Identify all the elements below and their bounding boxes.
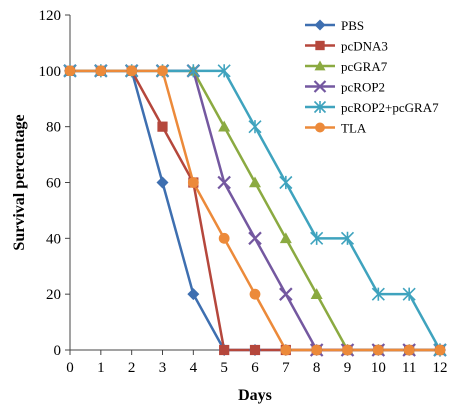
legend-label-pcgra7: pcGRA7 bbox=[341, 59, 388, 74]
legend: PBS pcDNA3 pcGRA7 pcROP2 pcROP2+pcGRA7 TLA bbox=[305, 18, 439, 136]
y-tick-label: 0 bbox=[54, 343, 62, 359]
data-point-tla bbox=[434, 344, 446, 356]
x-tick-label: 4 bbox=[190, 360, 198, 376]
data-point-pcrop2 bbox=[279, 287, 293, 301]
data-point-pcdna3 bbox=[249, 344, 261, 356]
data-point-pcrop2-pcgra7 bbox=[340, 231, 355, 245]
data-point-pcrop2-pcgra7 bbox=[402, 287, 416, 301]
data-point-pcrop2-pcgra7 bbox=[217, 64, 231, 78]
legend-marker-pcrop2-pcgra7 bbox=[313, 100, 327, 114]
data-point-tla bbox=[187, 177, 199, 188]
x-tick-label: 3 bbox=[159, 360, 167, 376]
data-point-tla bbox=[64, 65, 76, 77]
legend-label-pcrop2: pcROP2 bbox=[341, 80, 385, 95]
data-point-pcgra7 bbox=[279, 232, 292, 244]
data-point-tla bbox=[249, 288, 261, 300]
data-point-pcgra7 bbox=[310, 288, 323, 299]
legend-marker-pbs bbox=[314, 19, 326, 31]
data-point-pbs bbox=[187, 288, 200, 301]
x-tick-label: 10 bbox=[371, 360, 386, 376]
data-point-tla bbox=[218, 232, 230, 244]
data-point-pcrop2-pcgra7 bbox=[186, 64, 200, 78]
y-tick-label: 80 bbox=[46, 120, 61, 136]
x-tick-label: 6 bbox=[251, 360, 259, 376]
x-tick-label: 2 bbox=[128, 360, 136, 376]
data-point-tla bbox=[342, 344, 353, 356]
data-point-pcdna3 bbox=[219, 344, 230, 356]
legend-marker-pcdna3 bbox=[315, 40, 325, 51]
data-point-pbs bbox=[156, 176, 169, 189]
legend-marker-pcgra7 bbox=[314, 60, 326, 71]
y-tick-label: 40 bbox=[46, 231, 61, 247]
x-tick-label: 8 bbox=[313, 360, 321, 376]
legend-marker-tla bbox=[315, 122, 325, 133]
data-point-pcrop2-pcgra7 bbox=[279, 175, 293, 190]
y-tick-label: 20 bbox=[46, 287, 61, 303]
data-point-pcgra7 bbox=[218, 120, 231, 132]
data-point-tla bbox=[157, 65, 168, 77]
legend-label-pcdna3: pcDNA3 bbox=[341, 39, 388, 54]
x-tick-label: 9 bbox=[344, 360, 352, 376]
legend-label-tla: TLA bbox=[341, 121, 367, 136]
data-point-tla bbox=[372, 344, 384, 356]
x-tick-labels: 0 1 2 3 4 5 6 7 8 9 10 11 12 bbox=[66, 360, 447, 376]
x-tick-label: 11 bbox=[402, 360, 416, 376]
data-point-tla bbox=[126, 65, 138, 77]
y-tick-label: 100 bbox=[39, 64, 62, 80]
data-point-tla bbox=[403, 344, 415, 356]
legend-label-pcrop2-pcgra7: pcROP2+pcGRA7 bbox=[341, 100, 439, 115]
data-point-pcrop2-pcgra7 bbox=[248, 120, 262, 134]
x-tick-label: 0 bbox=[66, 360, 74, 376]
x-tick-label: 5 bbox=[220, 360, 228, 376]
data-point-pcrop2 bbox=[217, 175, 231, 190]
data-point-tla bbox=[95, 65, 107, 77]
data-point-pcrop2-pcgra7 bbox=[371, 287, 385, 301]
data-point-tla bbox=[280, 344, 292, 356]
series-markers bbox=[63, 64, 447, 357]
x-tick-label: 12 bbox=[433, 360, 448, 376]
data-point-tla bbox=[311, 344, 323, 356]
x-axis-title: Days bbox=[238, 387, 272, 404]
y-tick-label: 60 bbox=[46, 176, 61, 192]
legend-label-pbs: PBS bbox=[341, 18, 364, 33]
data-point-pcrop2-pcgra7 bbox=[310, 231, 324, 245]
legend-marker-pcrop2 bbox=[313, 80, 327, 93]
data-point-pcgra7 bbox=[249, 176, 261, 188]
data-point-pcrop2 bbox=[248, 231, 262, 246]
y-tick-label: 120 bbox=[39, 8, 62, 24]
x-tick-label: 7 bbox=[282, 360, 290, 376]
data-point-pcdna3 bbox=[157, 121, 168, 132]
y-tick-labels: 0 20 40 60 80 100 120 bbox=[39, 8, 62, 359]
y-axis-title: Survival percentage bbox=[11, 114, 28, 250]
x-tick-label: 1 bbox=[97, 360, 105, 376]
